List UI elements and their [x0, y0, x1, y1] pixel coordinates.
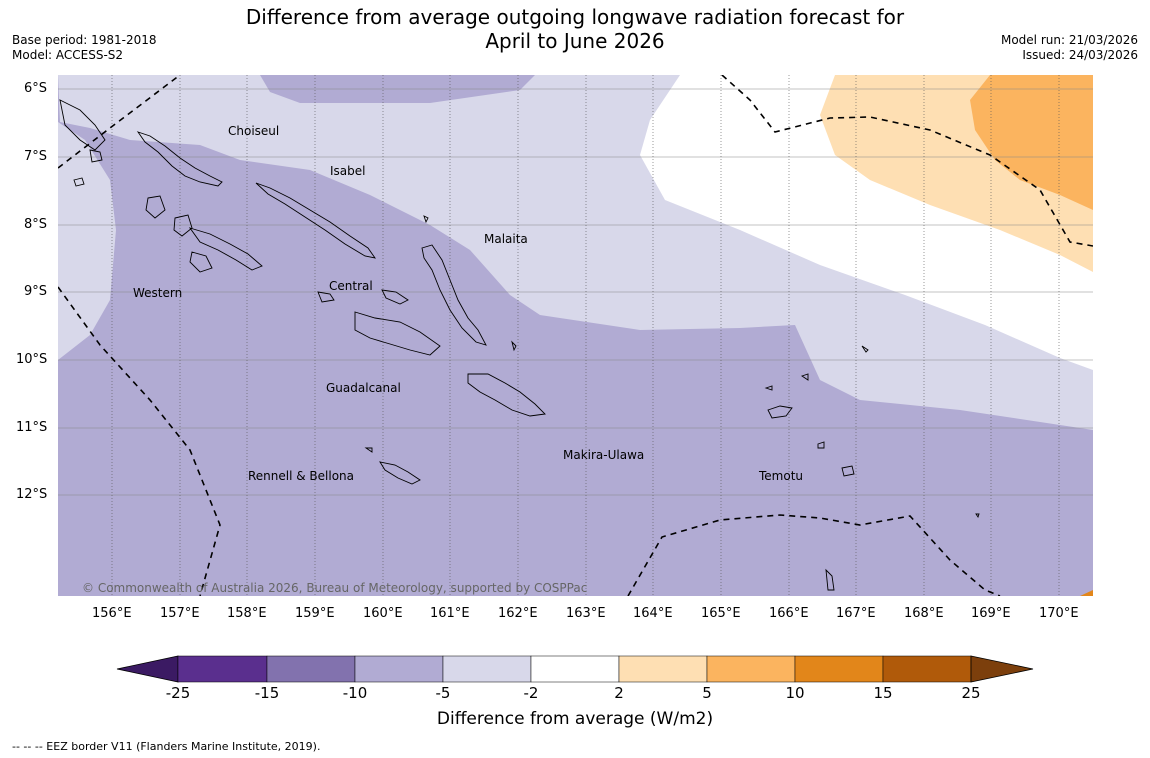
island-small-2 [89, 149, 103, 163]
lon-label-167e: 167°E [836, 606, 876, 621]
province-label-malaita: Malaita [484, 232, 528, 246]
colorbar-label: Difference from average (W/m2) [436, 709, 714, 729]
island-small-9 [423, 215, 429, 224]
colorbar-seg-minus15-to-minus10 [266, 655, 356, 683]
lon-label-165e: 165°E [701, 606, 741, 621]
colorbar-tick-15: 15 [873, 684, 893, 702]
island-small-3 [511, 340, 517, 352]
island-utupua [817, 441, 825, 449]
lon-label-168e: 168°E [904, 606, 944, 621]
title-line-2: April to June 2026 [485, 29, 665, 53]
lon-label-166e: 166°E [769, 606, 809, 621]
base-period-text: Base period: 1981-2018 [12, 33, 157, 47]
lat-label-9s: 9°S [24, 284, 48, 299]
eez-footnote: -- -- -- EEZ border V11 (Flanders Marine… [12, 740, 321, 753]
island-isabel [255, 182, 377, 259]
eez-borders [58, 75, 1093, 596]
lon-label-163e: 163°E [566, 606, 606, 621]
island-russell [317, 291, 335, 303]
lon-label-157e: 157°E [160, 606, 200, 621]
colorbar-seg-5-to-10 [706, 655, 796, 683]
colorbar-seg-minus25-to-minus15 [177, 655, 268, 683]
lon-label-162e: 162°E [498, 606, 538, 621]
island-makira [379, 461, 421, 485]
island-small-4 [800, 373, 809, 381]
island-shortlands [59, 99, 106, 151]
island-malaita [421, 244, 487, 346]
colorbar-tick-minus15: -15 [254, 684, 280, 702]
province-label-central: Central [329, 279, 373, 293]
island-new-georgia [188, 227, 263, 271]
lon-label-160e: 160°E [363, 606, 403, 621]
lon-label-164e: 164°E [633, 606, 673, 621]
island-choiseul [136, 131, 223, 187]
copyright-text: © Commonwealth of Australia 2026, Bureau… [82, 581, 588, 595]
island-savo [381, 289, 409, 305]
province-label-makira-ulawa: Makira-Ulawa [563, 448, 645, 462]
island-guadalcanal [467, 373, 546, 417]
colorbar-tick-10: 10 [785, 684, 805, 702]
colorbar-tick-minus2: -2 [523, 684, 539, 702]
province-label-isabel: Isabel [330, 164, 366, 178]
island-vanikoro [841, 465, 855, 477]
island-santa-cruz [767, 405, 793, 419]
island-nggela [354, 311, 441, 356]
anomaly-corner-bottom-right [1080, 590, 1093, 596]
lat-label-6s: 6°S [24, 81, 48, 96]
colorbar-tick-5: 5 [702, 684, 712, 702]
colorbar-extend-left [116, 655, 179, 683]
island-anuta [825, 568, 835, 591]
lat-label-12s: 12°S [16, 487, 48, 502]
colorbar-seg-2-to-5 [618, 655, 708, 683]
lon-label-170e: 170°E [1039, 606, 1079, 621]
colorbar-extend-right [970, 655, 1034, 683]
colorbar-seg-minus2-to-2 [530, 655, 620, 683]
lat-label-10s: 10°S [16, 352, 48, 367]
colorbar-tick-minus5: -5 [435, 684, 451, 702]
colorbar-seg-minus5-to-minus2 [442, 655, 532, 683]
lon-label-169e: 169°E [971, 606, 1011, 621]
colorbar [116, 655, 1034, 683]
island-rendova [189, 251, 213, 273]
title-line-1: Difference from average outgoing longwav… [245, 5, 905, 29]
colorbar-tick-25: 25 [961, 684, 981, 702]
issued-text: Issued: 24/03/2026 [1022, 48, 1138, 62]
island-small-5 [764, 385, 773, 391]
lat-gridlines [58, 88, 1093, 496]
anomaly-band-5-to-10 [970, 75, 1093, 210]
colorbar-tick-2: 2 [614, 684, 624, 702]
lat-label-8s: 8°S [24, 217, 48, 232]
province-label-rennell-bellona: Rennell & Bellona [248, 469, 355, 483]
colorbar-seg-15-to-25 [882, 655, 972, 683]
lon-label-156e: 156°E [92, 606, 132, 621]
lon-label-158e: 158°E [227, 606, 267, 621]
model-text: Model: ACCESS-S2 [12, 48, 124, 62]
colorbar-tick-minus10: -10 [342, 684, 368, 702]
island-ranongga [145, 195, 166, 219]
province-label-temotu: Temotu [759, 469, 804, 483]
island-outlines [59, 99, 980, 591]
province-label-choiseul: Choiseul [228, 124, 280, 138]
lon-label-161e: 161°E [430, 606, 470, 621]
colorbar-seg-10-to-15 [794, 655, 884, 683]
lon-label-159e: 159°E [295, 606, 335, 621]
province-label-western: Western [133, 286, 183, 300]
island-small-1 [73, 177, 85, 187]
island-small-7 [975, 513, 980, 519]
lat-label-11s: 11°S [16, 420, 48, 435]
lat-label-7s: 7°S [24, 149, 48, 164]
colorbar-seg-minus10-to-minus5 [354, 655, 444, 683]
model-run-text: Model run: 21/03/2026 [1000, 33, 1138, 47]
island-vella [173, 214, 193, 237]
colorbar-tick-minus25: -25 [165, 684, 191, 702]
island-small-6 [861, 345, 869, 353]
province-label-guadalcanal: Guadalcanal [326, 381, 401, 395]
island-small-8 [364, 447, 373, 453]
